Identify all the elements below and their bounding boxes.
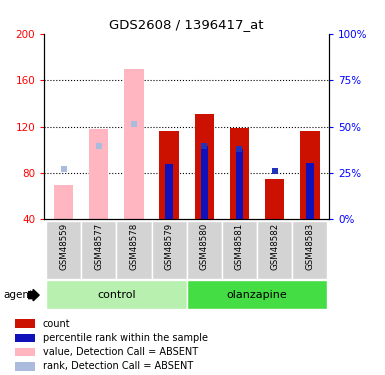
- Text: GSM48559: GSM48559: [59, 223, 68, 270]
- Bar: [187, 221, 222, 279]
- Bar: [222, 221, 257, 279]
- Bar: [54, 184, 73, 219]
- Bar: [201, 146, 208, 219]
- Text: count: count: [43, 319, 70, 328]
- Text: GSM48583: GSM48583: [305, 223, 314, 270]
- Text: GSM48577: GSM48577: [94, 223, 103, 270]
- Bar: [257, 221, 292, 279]
- Bar: [265, 179, 285, 219]
- FancyArrow shape: [28, 290, 39, 301]
- Title: GDS2608 / 1396417_at: GDS2608 / 1396417_at: [109, 18, 264, 31]
- Text: GSM48579: GSM48579: [165, 223, 174, 270]
- Bar: [89, 129, 109, 219]
- Bar: [292, 221, 327, 279]
- Text: value, Detection Call = ABSENT: value, Detection Call = ABSENT: [43, 347, 198, 357]
- Bar: [152, 221, 187, 279]
- Text: percentile rank within the sample: percentile rank within the sample: [43, 333, 208, 343]
- Bar: [15, 362, 35, 370]
- Text: rank, Detection Call = ABSENT: rank, Detection Call = ABSENT: [43, 362, 193, 371]
- Text: GSM48581: GSM48581: [235, 223, 244, 270]
- Text: olanzapine: olanzapine: [227, 290, 288, 300]
- Text: GSM48578: GSM48578: [129, 223, 139, 270]
- Bar: [46, 221, 81, 279]
- Bar: [46, 280, 187, 309]
- Text: control: control: [97, 290, 136, 300]
- Bar: [300, 131, 320, 219]
- Bar: [187, 280, 327, 309]
- Bar: [15, 320, 35, 328]
- Bar: [166, 164, 173, 219]
- Bar: [195, 114, 214, 219]
- Bar: [236, 148, 243, 219]
- Bar: [15, 348, 35, 356]
- Bar: [159, 131, 179, 219]
- Bar: [81, 221, 116, 279]
- Text: GSM48580: GSM48580: [200, 223, 209, 270]
- Text: GSM48582: GSM48582: [270, 223, 279, 270]
- Bar: [230, 128, 249, 219]
- Bar: [116, 221, 152, 279]
- Bar: [124, 69, 144, 219]
- Bar: [15, 333, 35, 342]
- Bar: [306, 162, 313, 219]
- Text: agent: agent: [4, 290, 34, 300]
